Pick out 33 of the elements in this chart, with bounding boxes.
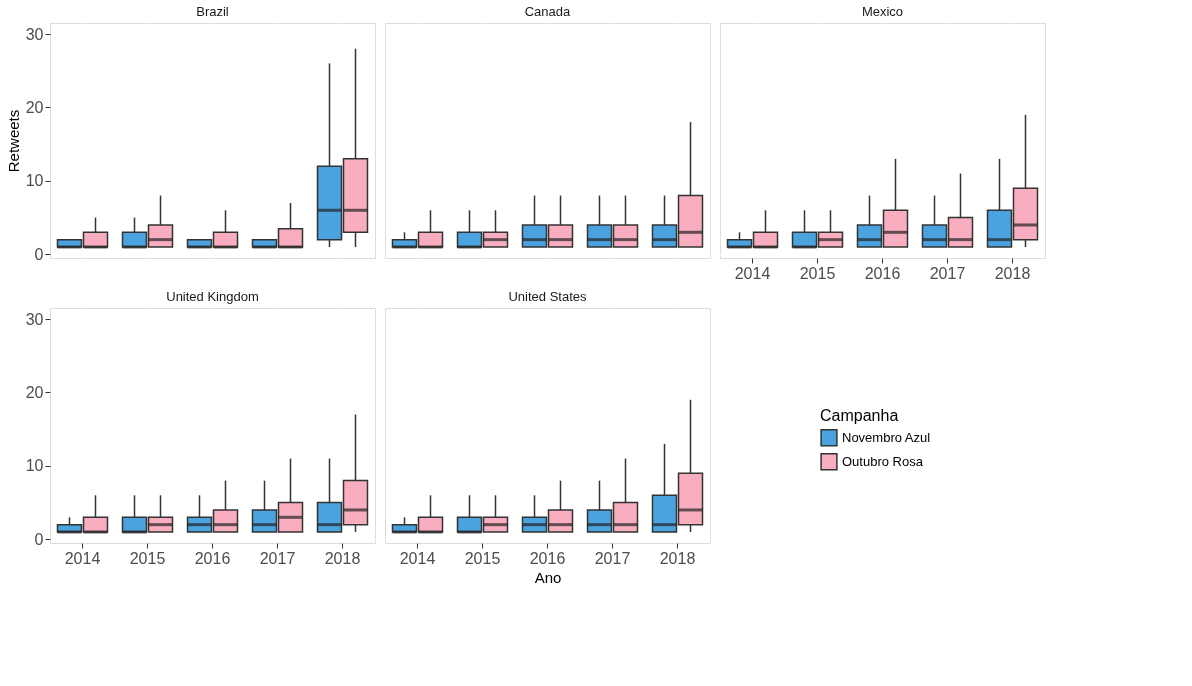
x-tick-label: 2017 — [259, 549, 296, 567]
x-tick-label: 2017 — [929, 264, 966, 282]
chart-title: United States — [508, 289, 588, 304]
x-tick-label: 2014 — [734, 264, 771, 282]
x-tick-label: 2014 — [399, 549, 436, 567]
legend-label: Novembro Azul — [842, 429, 931, 445]
x-tick-label: 2018 — [659, 549, 696, 567]
y-tick-label: 0 — [34, 245, 44, 263]
y-tick-label: 20 — [25, 383, 44, 401]
x-tick-label: 2015 — [464, 549, 501, 567]
chart-title: Canada — [524, 4, 572, 19]
x-tick-label: 2016 — [864, 264, 901, 282]
y-tick-label: 10 — [25, 172, 44, 190]
y-tick-label: 30 — [25, 310, 44, 328]
y-tick-label: 10 — [25, 457, 44, 475]
y-tick-label: 30 — [25, 25, 44, 43]
x-tick-label: 2018 — [994, 264, 1031, 282]
x-tick-label: 2014 — [64, 549, 101, 567]
chart-title: Brazil — [196, 4, 229, 19]
legend-title: Campanha — [820, 406, 899, 424]
legend-label: Outubro Rosa — [842, 453, 924, 469]
y-axis-title: Retweets — [4, 109, 22, 173]
y-tick-label: 0 — [34, 530, 44, 548]
x-tick-label: 2015 — [129, 549, 166, 567]
x-axis-title: Ano — [534, 568, 562, 586]
x-tick-label: 2016 — [194, 549, 231, 567]
chart-title: Mexico — [861, 4, 904, 19]
x-tick-label: 2018 — [324, 549, 361, 567]
x-tick-label: 2015 — [799, 264, 836, 282]
chart-title: United Kingdom — [166, 289, 259, 304]
y-tick-label: 20 — [25, 98, 44, 116]
x-tick-label: 2016 — [529, 549, 566, 567]
x-tick-label: 2017 — [594, 549, 631, 567]
